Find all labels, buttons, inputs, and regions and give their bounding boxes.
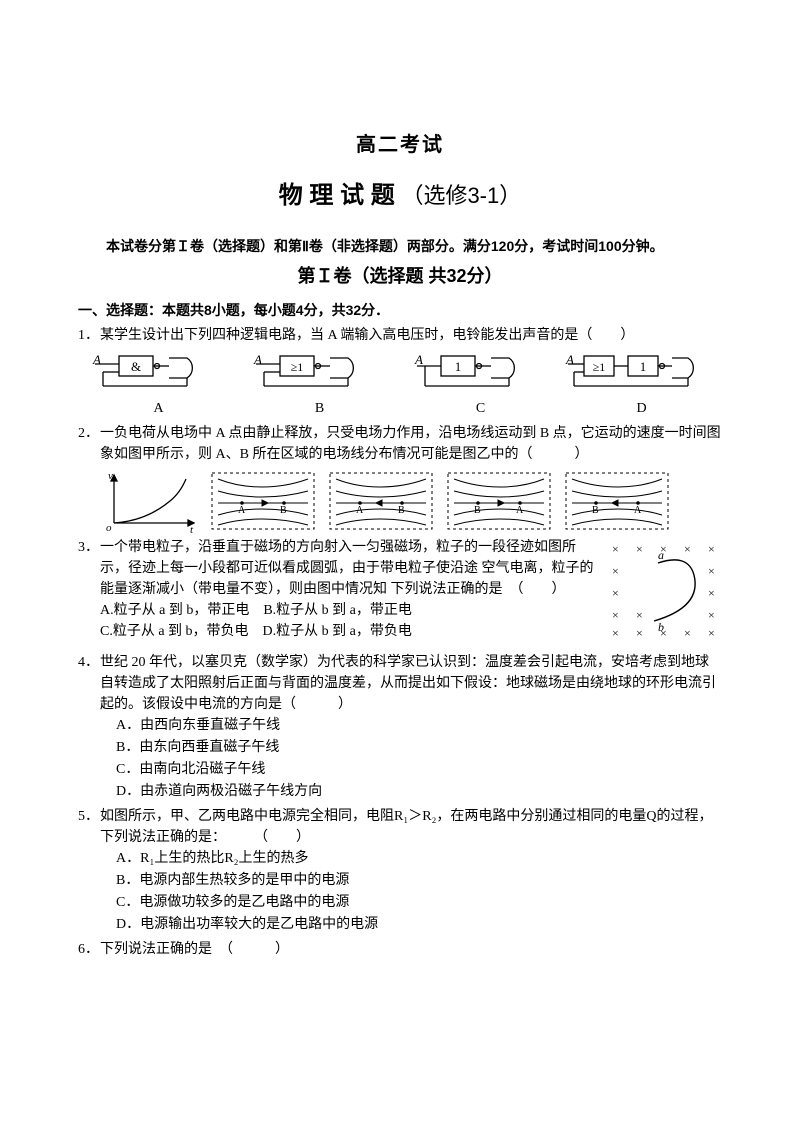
q3-text-c: 下列说法正确的是 （ ）	[391, 582, 566, 597]
svg-text:×: ×	[708, 586, 715, 600]
svg-text:≥1: ≥1	[592, 360, 605, 374]
svg-text:×: ×	[708, 564, 715, 578]
q1-figure-row: & A A	[78, 350, 722, 419]
svg-text:A: A	[565, 352, 574, 367]
q4-opt-d: D．由赤道向两极沿磁子午线方向	[116, 781, 722, 802]
svg-text:×: ×	[612, 626, 619, 639]
question-5: 5． 如图所示，甲、乙两电路中电源完全相同，电阻R₁＞R₂，在两电路中分别通过相…	[78, 806, 722, 935]
q6-number: 6．	[78, 939, 100, 960]
part-heading: 一、选择题：本题共8小题，每小题4分，共32分．	[78, 300, 722, 321]
svg-text:a: a	[658, 548, 664, 562]
svg-text:b: b	[658, 620, 664, 634]
q4-opt-c: C．由南向北沿磁子午线	[116, 759, 722, 780]
q2-text: 一负电荷从电场中 A 点由静止释放，只受电场力作用，沿电场线运动到 B 点，它运…	[100, 423, 722, 465]
q5-opt-a: A．R₁上生的热比R₂上生的热多	[116, 848, 722, 869]
q5-opt-b: B．电源内部生热较多的是甲中的电源	[116, 870, 722, 891]
q3-number: 3．	[78, 537, 100, 558]
svg-text:A: A	[253, 352, 262, 367]
q2-vt-graph: v t o	[100, 469, 200, 533]
svg-text:×: ×	[612, 608, 619, 622]
instruction-text: 本试卷分第Ｉ卷（选择题）和第Ⅱ卷（非选择题）两部分。满分120分，考试时间100…	[78, 236, 722, 257]
q2-figure-row: v t o A B	[100, 469, 722, 533]
q1-fig-a: & A A	[78, 350, 239, 419]
q5-text: 如图所示，甲、乙两电路中电源完全相同，电阻R₁＞R₂，在两电路中分别通过相同的电…	[100, 806, 722, 848]
svg-text:t: t	[190, 524, 194, 533]
subject-title: 物 理 试 题 （选修3-1）	[78, 178, 722, 214]
q4-options: A．由西向东垂直磁子午线 B．由东向西垂直磁子午线 C．由南向北沿磁子午线 D．…	[78, 715, 722, 802]
q2-number: 2．	[78, 423, 100, 444]
page: 高二考试 物 理 试 题 （选修3-1） 本试卷分第Ｉ卷（选择题）和第Ⅱ卷（非选…	[0, 0, 800, 1132]
svg-text:×: ×	[612, 564, 619, 578]
q5-number: 5．	[78, 806, 100, 827]
q5-opt-c: C．电源做功较多的是乙电路中的电源	[116, 892, 722, 913]
q1-cap-d: D	[561, 398, 722, 419]
svg-text:1: 1	[454, 359, 461, 374]
svg-text:×: ×	[708, 542, 715, 556]
question-1: 1． 某学生设计出下列四种逻辑电路，当 A 端输入高电压时，电铃能发出声音的是（…	[78, 325, 722, 419]
q4-opt-b: B．由东向西垂直磁子午线	[116, 737, 722, 758]
svg-text:×: ×	[636, 542, 643, 556]
svg-text:A: A	[516, 505, 524, 516]
svg-text:×: ×	[636, 626, 643, 639]
question-2: 2． 一负电荷从电场中 A 点由静止释放，只受电场力作用，沿电场线运动到 B 点…	[78, 423, 722, 533]
q2-opt-4: B A	[562, 469, 672, 533]
svg-text:×: ×	[612, 586, 619, 600]
svg-text:A: A	[414, 352, 423, 367]
svg-text:×: ×	[708, 608, 715, 622]
q5-options: A．R₁上生的热比R₂上生的热多 B．电源内部生热较多的是甲中的电源 C．电源做…	[78, 848, 722, 935]
svg-text:×: ×	[636, 608, 643, 622]
subject-sub: （选修3-1）	[401, 183, 521, 208]
svg-text:B: B	[398, 505, 405, 516]
q2-opt-3: B A	[444, 469, 554, 533]
question-3: ××××× ×× ×× ××× ××××× a b 3． 一个带电粒子，沿垂直于…	[78, 537, 722, 648]
subject-main: 物 理 试 题	[279, 182, 395, 209]
q4-text: 世纪 20 年代，以塞贝克（数学家）为代表的科学家已认识到：温度差会引起电流，安…	[100, 652, 722, 715]
svg-text:1: 1	[639, 359, 646, 374]
q1-number: 1．	[78, 325, 100, 346]
svg-text:v: v	[108, 470, 113, 482]
q1-cap-a: A	[78, 398, 239, 419]
svg-text:A: A	[634, 505, 642, 516]
q2-opt-1: A B	[208, 469, 318, 533]
q6-text: 下列说法正确的是 （ ）	[100, 939, 722, 960]
svg-text:A: A	[238, 505, 246, 516]
svg-text:×: ×	[684, 626, 691, 639]
q4-number: 4．	[78, 652, 100, 673]
q1-text: 某学生设计出下列四种逻辑电路，当 A 端输入高电压时，电铃能发出声音的是（ ）	[100, 325, 722, 346]
svg-text:≥1: ≥1	[290, 360, 303, 374]
question-4: 4． 世纪 20 年代，以塞贝克（数学家）为代表的科学家已认识到：温度差会引起电…	[78, 652, 722, 802]
svg-text:×: ×	[708, 626, 715, 639]
section-1-heading: 第Ｉ卷（选择题 共32分）	[78, 263, 722, 290]
q2-opt-2: A B	[326, 469, 436, 533]
q4-opt-a: A．由西向东垂直磁子午线	[116, 715, 722, 736]
q1-fig-d: ≥1 1 A D	[561, 350, 722, 419]
q1-cap-b: B	[239, 398, 400, 419]
q1-cap-c: C	[400, 398, 561, 419]
svg-text:o: o	[106, 522, 112, 533]
svg-text:B: B	[474, 505, 481, 516]
svg-text:&: &	[130, 359, 140, 374]
q5-opt-d: D．电源输出功率较大的是乙电路中的电源	[116, 914, 722, 935]
svg-text:B: B	[280, 505, 287, 516]
svg-text:A: A	[356, 505, 364, 516]
q1-fig-c: 1 A C	[400, 350, 561, 419]
question-6: 6． 下列说法正确的是 （ ）	[78, 939, 722, 960]
svg-text:×: ×	[612, 542, 619, 556]
q1-fig-b: ≥1 A B	[239, 350, 400, 419]
svg-text:B: B	[592, 505, 599, 516]
exam-grade-title: 高二考试	[78, 130, 722, 160]
svg-text:A: A	[92, 352, 101, 367]
q3-text: 一个带电粒子，沿垂直于磁场的方向射入一匀强磁场，粒子的一段径迹如图所示，径迹上每…	[100, 537, 594, 600]
q3-figure: ××××× ×× ×× ××× ××××× a b	[602, 539, 722, 646]
svg-text:×: ×	[684, 542, 691, 556]
